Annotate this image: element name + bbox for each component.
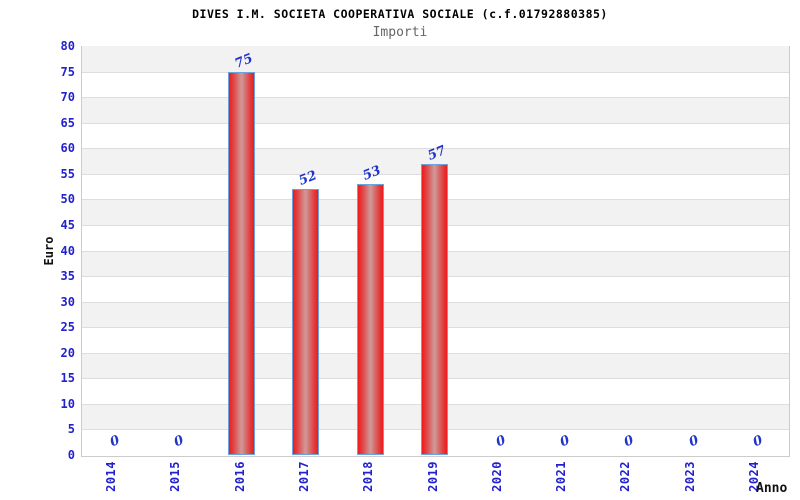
x-tick-text: 2020: [489, 461, 504, 492]
gridline: [82, 72, 789, 73]
y-tick-label: 35: [60, 269, 75, 284]
x-tick-text: 2023: [682, 461, 697, 492]
y-tick-label: 60: [60, 141, 75, 156]
x-tick-label: 2019: [426, 461, 444, 500]
x-tick-label: 2018: [361, 461, 379, 500]
y-tick-label: 40: [60, 243, 75, 258]
x-tick-label: 2015: [168, 461, 186, 500]
y-tick-label: 0: [67, 448, 75, 462]
x-tick-text: 2022: [618, 461, 633, 492]
bar: [421, 163, 448, 455]
x-tick-label: 2016: [233, 461, 251, 500]
y-tick-label: 5: [67, 422, 75, 437]
chart-title: DIVES I.M. SOCIETA COOPERATIVA SOCIALE (…: [192, 7, 608, 21]
x-tick-text: 2019: [425, 461, 440, 492]
grid-band: [82, 46, 789, 72]
y-tick-label: 20: [60, 345, 75, 360]
gridline: [82, 123, 789, 124]
y-tick-label: 15: [60, 371, 75, 386]
bar: [228, 71, 256, 455]
x-tick-label: 2023: [683, 461, 701, 500]
x-axis-title: Anno: [756, 481, 788, 496]
bar: [356, 184, 384, 455]
x-tick-text: 2014: [104, 461, 119, 492]
y-tick-label: 25: [60, 320, 75, 335]
gridline: [82, 97, 789, 98]
chart-subtitle: Importi: [372, 25, 428, 40]
x-tick-text: 2015: [168, 461, 183, 492]
grid-band: [82, 71, 789, 98]
y-tick-label: 75: [60, 64, 75, 79]
x-tick-label: 2020: [490, 461, 508, 500]
y-tick-label: 80: [60, 39, 75, 53]
y-tick-label: 65: [60, 115, 75, 130]
y-tick-label: 50: [60, 192, 75, 207]
y-tick-label: 30: [60, 294, 75, 309]
y-tick-label: 70: [60, 90, 75, 105]
y-axis-title: Euro: [42, 236, 56, 266]
x-tick-text: 2021: [554, 461, 569, 492]
bar: [292, 189, 320, 455]
y-tick-label: 55: [60, 166, 75, 181]
x-tick-label: 2017: [297, 461, 315, 500]
x-tick-text: 2017: [296, 461, 311, 492]
x-tick-label: 2014: [104, 461, 122, 500]
x-tick-label: 2022: [618, 461, 636, 500]
grid-band: [82, 97, 789, 123]
x-tick-label: 2021: [554, 461, 572, 500]
y-tick-label: 10: [60, 396, 75, 411]
x-tick-text: 2016: [232, 461, 247, 492]
y-tick-label: 45: [60, 217, 75, 232]
x-tick-text: 2018: [361, 461, 376, 492]
gridline: [82, 148, 789, 149]
grid-band: [82, 122, 789, 149]
